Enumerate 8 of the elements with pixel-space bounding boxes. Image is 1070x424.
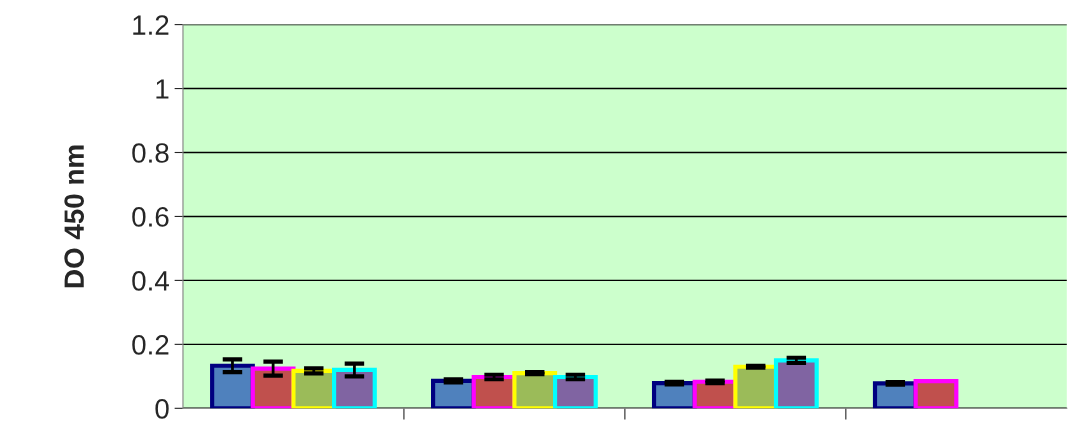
y-tick-label: 1 xyxy=(156,79,169,99)
y-tick-label: 0 xyxy=(155,398,169,419)
y-tick-label: 1.2 xyxy=(133,15,169,35)
y-tick-label: 0.8 xyxy=(132,143,169,163)
y-axis-title: DO 450 nm xyxy=(64,145,85,288)
y-tick-label: 0.2 xyxy=(132,335,169,355)
y-tick-label: 0.6 xyxy=(132,207,169,227)
y-tick-label: 0.4 xyxy=(132,271,169,291)
